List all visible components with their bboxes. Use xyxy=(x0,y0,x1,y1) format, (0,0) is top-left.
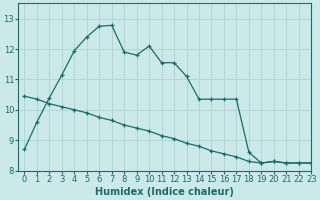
X-axis label: Humidex (Indice chaleur): Humidex (Indice chaleur) xyxy=(95,187,234,197)
